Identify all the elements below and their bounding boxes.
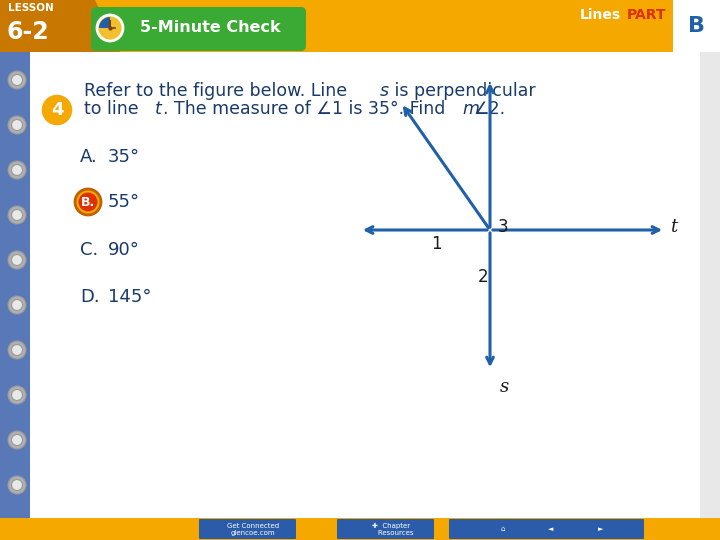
Circle shape [97, 15, 123, 41]
FancyBboxPatch shape [673, 0, 720, 52]
Text: ◄: ◄ [549, 526, 554, 532]
Text: s: s [380, 82, 389, 100]
Text: B.: B. [81, 195, 95, 208]
Polygon shape [30, 25, 700, 522]
Polygon shape [0, 518, 720, 540]
Text: ►: ► [598, 526, 603, 532]
Text: t: t [155, 100, 162, 118]
FancyBboxPatch shape [449, 519, 546, 539]
Text: is perpendicular: is perpendicular [389, 82, 536, 100]
Circle shape [8, 206, 26, 224]
Text: t: t [670, 218, 678, 236]
Circle shape [78, 192, 97, 212]
FancyBboxPatch shape [199, 519, 296, 539]
Wedge shape [99, 17, 110, 28]
Text: LESSON: LESSON [8, 3, 54, 13]
Text: 2: 2 [478, 268, 489, 286]
Circle shape [12, 300, 22, 310]
Circle shape [75, 189, 101, 215]
Text: PART: PART [627, 8, 667, 22]
Polygon shape [0, 0, 120, 52]
Text: A.: A. [80, 148, 98, 166]
FancyBboxPatch shape [497, 519, 594, 539]
Text: Lines: Lines [580, 8, 621, 22]
FancyBboxPatch shape [337, 519, 434, 539]
Circle shape [12, 119, 22, 131]
Circle shape [12, 480, 22, 490]
Circle shape [8, 431, 26, 449]
Polygon shape [0, 0, 720, 52]
Circle shape [12, 210, 22, 220]
Text: ⌂: ⌂ [500, 526, 505, 532]
Circle shape [8, 476, 26, 494]
Text: ∠2.: ∠2. [474, 100, 506, 118]
Circle shape [12, 345, 22, 355]
Circle shape [12, 389, 22, 401]
Text: 90°: 90° [108, 241, 140, 259]
Text: 5-Minute Check: 5-Minute Check [140, 21, 280, 36]
Circle shape [8, 116, 26, 134]
Circle shape [40, 93, 74, 127]
Text: to line: to line [84, 100, 144, 118]
Text: m: m [462, 100, 479, 118]
Text: Refer to the figure below. Line: Refer to the figure below. Line [84, 82, 353, 100]
Text: 1: 1 [431, 235, 442, 253]
Text: 6-2: 6-2 [6, 20, 49, 44]
Text: 35°: 35° [108, 148, 140, 166]
Circle shape [8, 296, 26, 314]
Text: . The measure of ∠1 is 35°. Find: . The measure of ∠1 is 35°. Find [163, 100, 451, 118]
Text: C.: C. [80, 241, 98, 259]
Circle shape [8, 161, 26, 179]
Circle shape [12, 165, 22, 176]
Text: 4: 4 [50, 101, 63, 119]
Text: 145°: 145° [108, 288, 151, 306]
Text: 3: 3 [498, 218, 508, 236]
Text: Get Connected
glencoe.com: Get Connected glencoe.com [227, 523, 279, 536]
Text: B: B [688, 16, 704, 36]
FancyBboxPatch shape [91, 7, 306, 51]
Circle shape [12, 435, 22, 446]
Circle shape [12, 75, 22, 85]
Circle shape [8, 341, 26, 359]
Circle shape [8, 71, 26, 89]
Text: 55°: 55° [108, 193, 140, 211]
Text: ✚  Chapter
    Resources: ✚ Chapter Resources [369, 522, 413, 536]
Circle shape [8, 251, 26, 269]
Circle shape [12, 254, 22, 266]
FancyBboxPatch shape [547, 519, 644, 539]
Circle shape [8, 386, 26, 404]
Text: s: s [500, 378, 509, 396]
Polygon shape [0, 0, 30, 540]
Text: D.: D. [80, 288, 99, 306]
